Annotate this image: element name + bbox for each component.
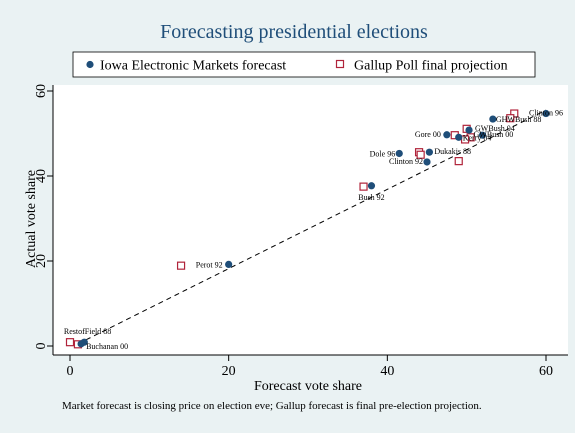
y-tick-label: 20 — [34, 254, 49, 268]
point-label: Gore 00 — [415, 130, 441, 139]
iem-point — [465, 126, 473, 134]
point-label: GHWBush 88 — [496, 115, 542, 124]
iem-point — [77, 340, 85, 348]
iem-point — [423, 158, 431, 166]
fit-line-layer — [77, 109, 547, 345]
legend-marker-gallup — [335, 59, 345, 69]
gallup-point — [359, 182, 368, 191]
y-tick-label: 60 — [34, 84, 49, 98]
point-label: Dole 96 — [370, 149, 396, 158]
y-axis-label: Actual vote share — [24, 170, 39, 268]
axes: 0 20 40 60 0 20 40 60 — [34, 84, 568, 379]
legend-label-iem: Iowa Electronic Markets forecast — [100, 59, 286, 74]
iem-point — [225, 260, 233, 268]
point-label: Dukakis 88 — [434, 147, 471, 156]
x-tick-label: 60 — [539, 364, 553, 379]
iem-point — [542, 109, 550, 118]
gallup-point — [176, 261, 186, 270]
point-label: RestofField 88 — [64, 327, 111, 336]
point-label: GWBush 00 — [474, 130, 514, 139]
gallup-point — [506, 114, 515, 123]
plot-area — [53, 85, 568, 355]
iem-point — [425, 148, 433, 156]
point-label: Perot 92 — [196, 260, 223, 269]
iem-point — [443, 131, 451, 139]
gallup-point — [65, 338, 75, 347]
legend-marker-iem — [86, 60, 94, 69]
gallup-point — [416, 150, 425, 159]
x-tick-label: 20 — [222, 364, 236, 379]
gallup-point — [454, 157, 463, 166]
iem-point — [367, 182, 376, 190]
iem-point — [395, 149, 403, 158]
point-label: Buchanan 00 — [86, 342, 128, 351]
point-label: GWBush 04 — [475, 124, 515, 133]
iem-point — [455, 133, 463, 141]
fit-line — [77, 109, 547, 345]
footnote: Market forecast is closing price on elec… — [62, 400, 482, 412]
x-axis-label: Forecast vote share — [254, 379, 362, 394]
chart-title: Forecasting presidential elections — [160, 21, 428, 43]
legend-label-gallup: Gallup Poll final projection — [354, 59, 508, 74]
x-tick-label: 0 — [67, 364, 74, 379]
point-label: Clinton 96 — [529, 109, 563, 118]
iem-point — [489, 115, 497, 123]
y-tick-label: 40 — [34, 169, 49, 183]
point-label: Kerry 04 — [463, 133, 492, 142]
legend-box — [72, 51, 536, 78]
x-tick-label: 40 — [380, 364, 394, 379]
iem-point — [478, 131, 487, 139]
y-tick-label: 0 — [34, 343, 49, 350]
point-label: Bush 92 — [358, 193, 384, 202]
point-label: Clinton 92 — [389, 157, 423, 166]
